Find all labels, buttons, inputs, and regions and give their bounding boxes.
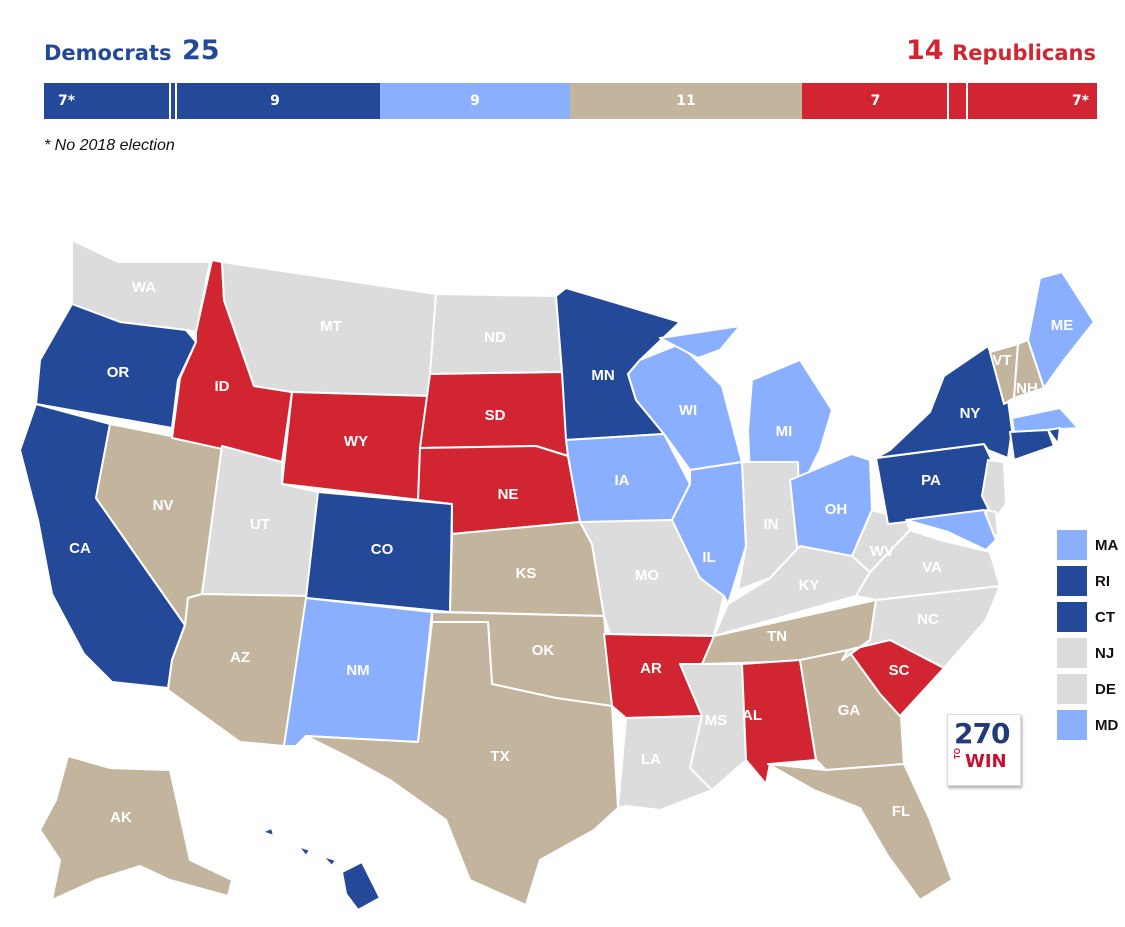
state-fl[interactable] xyxy=(767,763,953,901)
state-label-ak: AK xyxy=(110,809,132,826)
state-ma[interactable] xyxy=(1011,407,1079,433)
republicans-label: Republicans xyxy=(952,41,1096,65)
state-label-va: VA xyxy=(922,559,942,576)
state-label-nh: NH xyxy=(1016,380,1038,397)
state-label-la: LA xyxy=(641,751,661,768)
state-label-ne: NE xyxy=(498,486,519,503)
bar-divider xyxy=(966,83,968,119)
legend-swatch xyxy=(1057,602,1087,632)
state-label-ia: IA xyxy=(615,472,630,489)
bar-divider xyxy=(169,83,171,119)
state-ct[interactable] xyxy=(1009,429,1055,461)
legend-item-md[interactable]: MD xyxy=(1057,710,1118,740)
bar-segment-solid-dem-no-election[interactable]: 7* xyxy=(44,83,170,119)
state-label-ms: MS xyxy=(705,712,728,729)
legend-label: MD xyxy=(1095,716,1119,734)
state-label-sc: SC xyxy=(889,662,910,679)
bar-divider xyxy=(175,83,177,119)
state-label-mn: MN xyxy=(591,367,614,384)
legend-item-ri[interactable]: RI xyxy=(1057,566,1110,596)
state-label-hi: HI xyxy=(324,889,339,906)
state-nj[interactable] xyxy=(981,459,1007,521)
legend-swatch xyxy=(1057,674,1087,704)
legend-swatch xyxy=(1057,710,1087,740)
democrats-label: Democrats xyxy=(44,41,172,65)
state-label-mi: MI xyxy=(776,423,793,440)
legend-swatch xyxy=(1057,530,1087,560)
legend-swatch xyxy=(1057,566,1087,596)
state-label-ga: GA xyxy=(838,702,861,719)
state-label-tn: TN xyxy=(767,628,787,645)
legend-swatch xyxy=(1057,638,1087,668)
legend-label: DE xyxy=(1095,680,1116,698)
state-label-vt: VT xyxy=(992,352,1011,369)
state-label-tx: TX xyxy=(490,748,509,765)
bar-segment-tossup[interactable]: 11 xyxy=(570,83,802,119)
state-label-or: OR xyxy=(107,364,130,381)
state-label-wy: WY xyxy=(344,433,368,450)
state-label-fl: FL xyxy=(892,803,910,820)
state-label-il: IL xyxy=(702,549,715,566)
state-label-ar: AR xyxy=(640,660,662,677)
state-label-ca: CA xyxy=(69,540,91,557)
state-label-co: CO xyxy=(371,541,394,558)
state-label-oh: OH xyxy=(825,501,848,518)
state-label-mt: MT xyxy=(320,318,342,335)
state-label-nv: NV xyxy=(153,497,174,514)
state-hi[interactable] xyxy=(261,827,381,911)
state-label-ny: NY xyxy=(960,405,981,422)
bar-segment-solid-rep[interactable]: 7 xyxy=(802,83,949,119)
state-nc[interactable] xyxy=(841,585,1001,669)
state-label-wa: WA xyxy=(132,279,156,296)
legend-label: MA xyxy=(1095,536,1119,554)
state-md[interactable] xyxy=(905,509,997,551)
state-label-ut: UT xyxy=(250,516,270,533)
legend-label: RI xyxy=(1095,572,1110,590)
bar-segment-solid-rep-no-election[interactable]: 7* xyxy=(949,83,1097,119)
state-label-nd: ND xyxy=(484,329,506,346)
legend-item-de[interactable]: DE xyxy=(1057,674,1116,704)
democrats-count: 25 xyxy=(182,35,220,66)
state-label-nm: NM xyxy=(346,662,369,679)
bar-segment-solid-dem[interactable]: 9 xyxy=(170,83,380,119)
state-or[interactable] xyxy=(35,303,197,429)
republicans-count: 14 xyxy=(906,35,944,66)
bar-segment-lean-dem[interactable]: 9 xyxy=(380,83,570,119)
logo-win: WIN xyxy=(965,751,1007,772)
state-tx[interactable] xyxy=(305,621,619,906)
state-ri[interactable] xyxy=(1047,427,1061,445)
footnote: * No 2018 election xyxy=(44,137,175,154)
270towin-logo[interactable]: 270 TO WIN xyxy=(947,714,1021,786)
state-label-in: IN xyxy=(764,516,779,533)
state-me[interactable] xyxy=(1027,271,1095,389)
state-label-wv: WV xyxy=(870,543,894,560)
legend-label: CT xyxy=(1095,608,1115,626)
state-label-id: ID xyxy=(215,378,230,395)
state-label-nc: NC xyxy=(917,611,939,628)
state-ny[interactable] xyxy=(875,345,1013,459)
state-label-pa: PA xyxy=(921,472,941,489)
state-label-az: AZ xyxy=(230,649,250,666)
legend-label: NJ xyxy=(1095,644,1115,662)
state-label-wi: WI xyxy=(679,402,697,419)
logo-to: TO xyxy=(953,748,962,759)
logo-number: 270 xyxy=(954,717,1010,750)
state-mi[interactable] xyxy=(659,325,833,479)
state-label-sd: SD xyxy=(485,407,506,424)
state-label-ks: KS xyxy=(516,565,537,582)
state-label-ky: KY xyxy=(799,577,820,594)
legend-item-nj[interactable]: NJ xyxy=(1057,638,1114,668)
balance-bar: 7* 9 9 11 7 7* xyxy=(44,83,1097,119)
state-label-al: AL xyxy=(742,707,762,724)
legend-item-ct[interactable]: CT xyxy=(1057,602,1115,632)
state-label-mo: MO xyxy=(635,567,659,584)
bar-divider xyxy=(947,83,949,119)
legend-item-ma[interactable]: MA xyxy=(1057,530,1118,560)
state-ak[interactable] xyxy=(39,755,233,901)
state-wv[interactable] xyxy=(851,509,911,573)
state-label-me: ME xyxy=(1051,317,1074,334)
state-label-ok: OK xyxy=(532,642,555,659)
